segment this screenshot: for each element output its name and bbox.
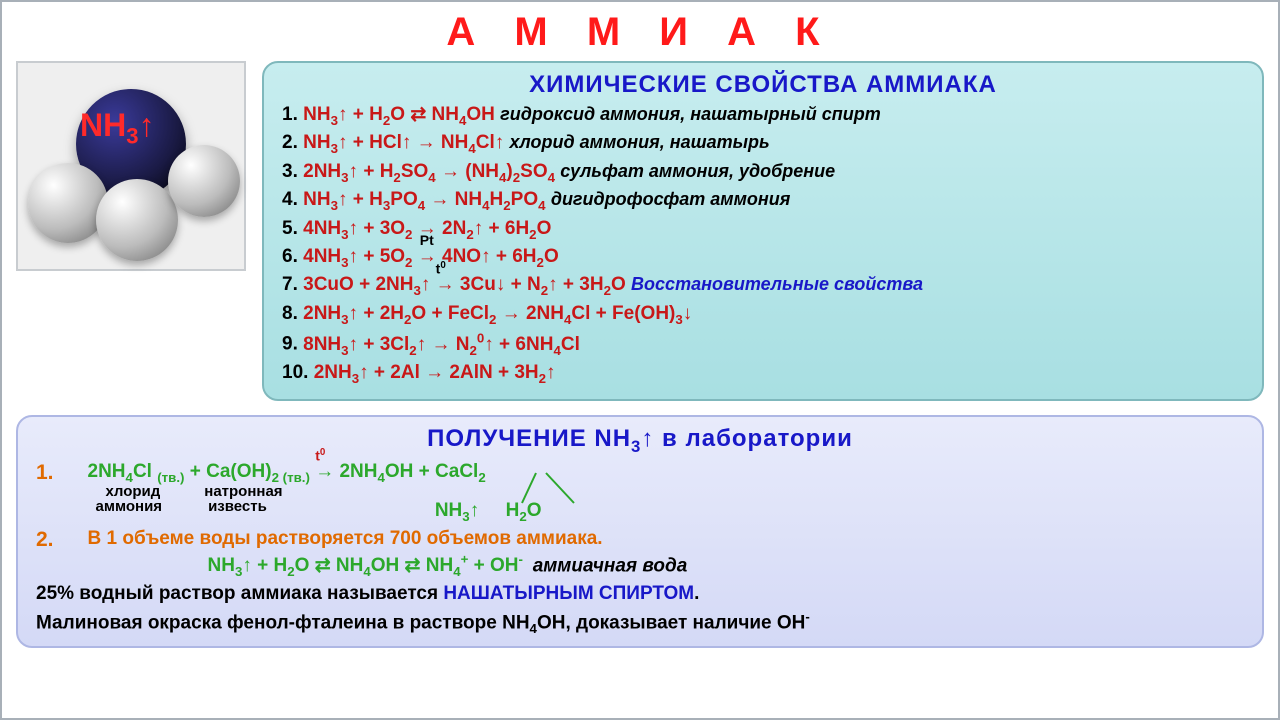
chemical-properties-panel: ХИМИЧЕСКИЕ СВОЙСТВА АММИАКА 1. NH3↑ + H2… [262, 61, 1264, 401]
reaction-line: 6. 4NH3↑ + 5O2 Pt→ 4NO↑ + 6H2O [282, 245, 1244, 271]
reaction-line: 2. NH3↑ + HCl↑ → NH4Cl↑ хлорид аммония, … [282, 131, 1244, 157]
reaction-line: 9. 8NH3↑ + 3Cl2↑ → N20↑ + 6NH4Cl [282, 330, 1244, 359]
lab-equation-1: 2NH4Cl (тв.) + Ca(OH)2 (тв.) t0→ 2NH4OH … [88, 461, 1244, 485]
reaction-line: 3. 2NH3↑ + H2SO4 → (NH4)2SO4 сульфат амм… [282, 160, 1244, 186]
reaction-line: 8. 2NH3↑ + 2H2O + FeCl2 → 2NH4Cl + Fe(OH… [282, 302, 1244, 328]
lab-text-2: В 1 объеме воды растворяется 700 объемов… [88, 528, 1244, 550]
footer-line-1: 25% водный раствор аммиака называется НА… [36, 583, 1244, 605]
reactions-list: 1. NH3↑ + H2O ⇄ NH4OH гидроксид аммония,… [282, 103, 1244, 387]
decomp-nh3: NH3↑ [435, 500, 479, 521]
lab-equation-2: NH3↑ + H2O ⇄ NH4OH ⇄ NH4+ + OH- [208, 555, 523, 576]
sublabels-row2: аммония известь [96, 498, 267, 524]
sublabels-row1: хлорид натронная [106, 483, 283, 500]
footer-line-2: Малиновая окраска фенол-фталеина в раств… [36, 609, 1244, 636]
panel1-header: ХИМИЧЕСКИЕ СВОЙСТВА АММИАКА [282, 71, 1244, 99]
molecule-figure: NH3↑ [16, 61, 246, 271]
reaction-line: 4. NH3↑ + H3PO4 → NH4H2PO4 дигидрофосфат… [282, 188, 1244, 214]
page-title: А М М И А К [16, 10, 1264, 55]
lab-preparation-panel: ПОЛУЧЕНИЕ NH3↑ в лаборатории 1. 2NH4Cl (… [16, 415, 1264, 648]
lab-index-2: 2. [36, 528, 54, 552]
reaction-line: 10. 2NH3↑ + 2Al → 2AlN + 3H2↑ [282, 361, 1244, 387]
panel2-header: ПОЛУЧЕНИЕ NH3↑ в лаборатории [36, 425, 1244, 457]
lab-index-1: 1. [36, 461, 54, 485]
reaction-line: 7. 3CuO + 2NH3↑ t0→ 3Cu↓ + N2↑ + 3H2O Во… [282, 273, 1244, 299]
reaction-line: 1. NH3↑ + H2O ⇄ NH4OH гидроксид аммония,… [282, 103, 1244, 129]
molecule-label: NH3↑ [80, 107, 154, 149]
lab-eq2-tail: аммиачная вода [527, 555, 687, 576]
